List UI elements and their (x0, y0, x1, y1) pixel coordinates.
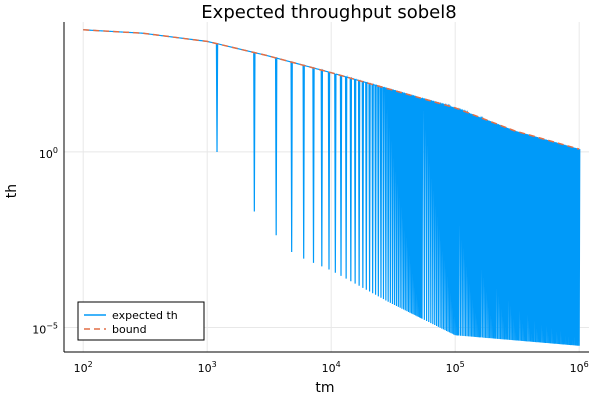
y-tick-labels: 100 10−5 (32, 146, 58, 337)
legend-box (77, 301, 205, 341)
x-tick-label: 105 (446, 360, 465, 375)
legend-label-bound: bound (112, 323, 147, 336)
legend-label-expected-th: expected th (112, 309, 178, 322)
x-tick-label: 106 (570, 360, 589, 375)
plot-area (83, 29, 581, 346)
x-tick-label: 102 (74, 360, 93, 375)
legend: expected th bound (77, 301, 205, 341)
y-tick-label: 100 (39, 146, 58, 161)
x-tick-labels: 102 103 104 105 106 (74, 360, 589, 375)
y-axis-label: th (4, 184, 20, 198)
x-axis-label: tm (315, 380, 334, 396)
x-tick-label: 104 (322, 360, 341, 375)
chart-title: Expected throughput sobel8 (201, 2, 456, 23)
y-tick-label: 10−5 (32, 321, 58, 336)
axes-frame (63, 22, 589, 353)
series-bound-line (83, 29, 580, 150)
x-tick-label: 103 (198, 360, 217, 375)
